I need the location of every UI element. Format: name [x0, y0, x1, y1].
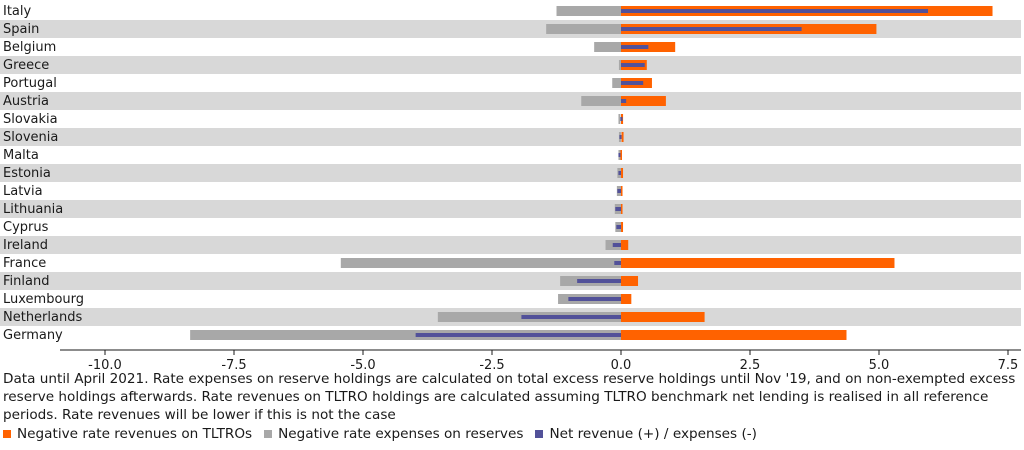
legend-item-reserve-expenses: Negative rate expenses on reserves [264, 426, 523, 442]
bar-net-revenue [568, 297, 621, 301]
row-band [0, 56, 1021, 74]
legend-swatch-grey [264, 430, 273, 438]
legend-label: Negative rate expenses on reserves [278, 426, 524, 442]
legend: Negative rate revenues on TLTROs Negativ… [3, 426, 769, 442]
bar-reserve-expense [556, 6, 621, 16]
bar-chart: Italy Spain Belgium Greece Portugal Austria Sl… [0, 4, 1021, 370]
legend-item-tltro-revenues: Negative rate revenues on TLTROs [3, 426, 252, 442]
category-label: Finland [3, 274, 49, 289]
bar-tltro-revenue [621, 132, 624, 142]
bar-reserve-expense [612, 78, 621, 88]
bar-net-revenue [521, 315, 621, 319]
bar-tltro-revenue [621, 222, 624, 232]
x-tick-label: 5.0 [869, 358, 890, 370]
bar-tltro-revenue [620, 150, 622, 160]
row-band [0, 236, 1021, 254]
bar-tltro-revenue [621, 276, 639, 286]
bar-net-revenue [621, 99, 627, 103]
category-label: Austria [3, 94, 49, 109]
bar-net-revenue [577, 279, 621, 283]
legend-swatch-purple [535, 430, 544, 438]
bar-reserve-expense [546, 24, 621, 34]
bar-net-revenue [619, 135, 622, 139]
bar-reserve-expense [594, 42, 621, 52]
x-tick-label: -10.0 [88, 358, 122, 370]
bar-net-revenue [618, 153, 621, 157]
bar-tltro-revenue [621, 312, 705, 322]
bar-net-revenue [616, 225, 621, 229]
bar-tltro-revenue [621, 168, 624, 178]
category-label: Slovakia [3, 112, 58, 127]
category-label: Greece [3, 58, 49, 73]
bar-net-revenue [612, 243, 621, 247]
bar-net-revenue [621, 45, 649, 49]
legend-item-net-revenue: Net revenue (+) / expenses (-) [535, 426, 757, 442]
bar-reserve-expense [581, 96, 621, 106]
category-label: Italy [3, 4, 32, 19]
category-label: Cyprus [3, 220, 49, 235]
bar-reserve-expense [340, 258, 621, 268]
bars [190, 6, 993, 340]
bar-net-revenue [615, 207, 621, 211]
chart-footnote: Data until April 2021. Rate expenses on … [3, 371, 1016, 423]
category-label: Latvia [3, 184, 43, 199]
row-band [0, 272, 1021, 290]
x-tick-label: -5.0 [350, 358, 375, 370]
category-label: Spain [3, 22, 39, 37]
row-band [0, 164, 1021, 182]
bar-net-revenue [621, 81, 644, 85]
bar-tltro-revenue [621, 258, 895, 268]
category-label: Belgium [3, 40, 56, 55]
bar-net-revenue [621, 63, 645, 67]
bar-tltro-revenue [621, 96, 666, 106]
category-label: Luxembourg [3, 292, 84, 307]
category-label: Malta [3, 148, 39, 163]
bar-tltro-revenue [621, 330, 847, 340]
bar-reserve-expense [190, 330, 621, 340]
x-axis-ticks: -10.0 -7.5 -5.0 -2.5 0.0 2.5 5.0 7.5 [88, 350, 1018, 370]
bar-net-revenue [614, 261, 621, 265]
category-label: Germany [3, 328, 63, 343]
bar-reserve-expense [618, 114, 621, 124]
bar-tltro-revenue [621, 240, 629, 250]
bar-tltro-revenue [620, 204, 623, 214]
row-band [0, 92, 1021, 110]
bar-reserve-expense [618, 60, 621, 70]
x-tick-label: -2.5 [479, 358, 504, 370]
x-tick-label: 2.5 [740, 358, 761, 370]
bar-net-revenue [621, 9, 929, 13]
bar-net-revenue [415, 333, 621, 337]
bar-tltro-revenue [620, 186, 623, 196]
category-label: Estonia [3, 166, 51, 181]
x-tick-label: -7.5 [221, 358, 246, 370]
x-tick-label: 0.0 [611, 358, 632, 370]
legend-label: Net revenue (+) / expenses (-) [549, 426, 757, 442]
legend-label: Negative rate revenues on TLTROs [17, 426, 253, 442]
row-band [0, 200, 1021, 218]
category-label: Lithuania [3, 202, 63, 217]
bar-net-revenue [617, 189, 621, 193]
category-label: Ireland [3, 238, 48, 253]
bar-net-revenue [621, 27, 802, 31]
x-tick-label: 7.5 [998, 358, 1019, 370]
category-label: France [3, 256, 46, 271]
row-band [0, 128, 1021, 146]
row-bands [0, 20, 1021, 326]
category-label: Netherlands [3, 310, 82, 325]
category-label: Portugal [3, 76, 57, 91]
legend-swatch-orange [3, 430, 11, 438]
category-labels: Italy Spain Belgium Greece Portugal Austria Sl… [3, 4, 84, 343]
category-label: Slovenia [3, 130, 58, 145]
bar-net-revenue [620, 117, 623, 121]
bar-tltro-revenue [621, 294, 632, 304]
bar-net-revenue [618, 171, 621, 175]
